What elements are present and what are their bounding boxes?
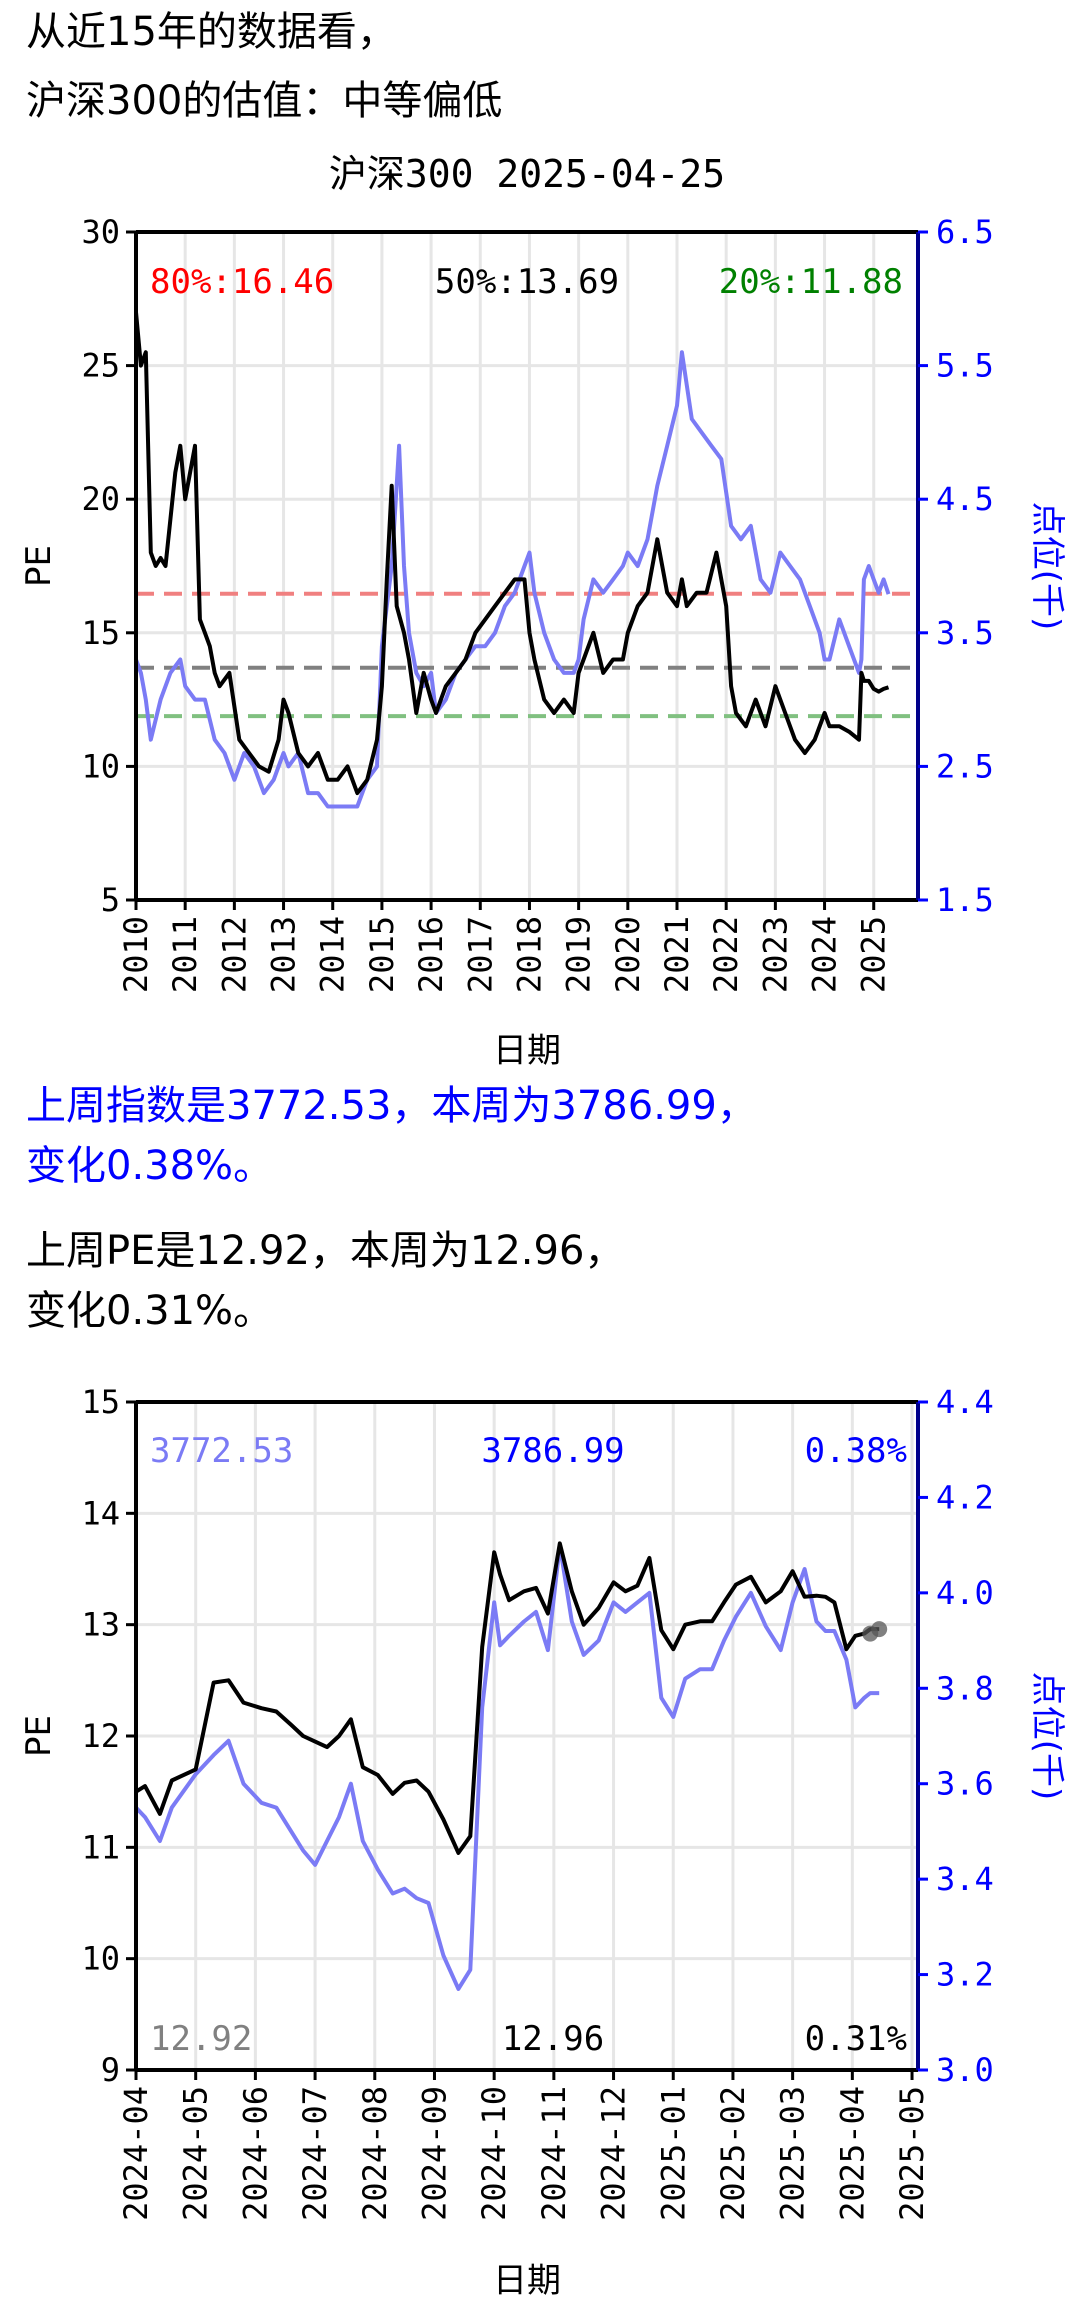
x-tick-label: 2021 <box>658 916 696 993</box>
x-tick-label: 2024-05 <box>177 2086 215 2221</box>
chart1-title: 沪深300 2025-04-25 <box>329 152 725 196</box>
y2-axis-label: 点位(千) <box>1027 1672 1067 1801</box>
y-tick-label: 13 <box>81 1606 120 1644</box>
y-tick-label: 25 <box>81 347 120 385</box>
y-tick-label: 11 <box>81 1828 120 1866</box>
y2-tick-label: 2.5 <box>936 747 994 785</box>
y2-tick-label: 4.0 <box>936 1574 994 1612</box>
annotation-pe-curr: 12.96 <box>502 2019 604 2059</box>
y-axis-label: PE <box>19 1715 59 1757</box>
index-summary-line-2: 变化0.38%。 <box>26 1143 274 1189</box>
y-tick-label: 9 <box>101 2051 120 2089</box>
header-line-2: 沪深300的估值：中等偏低 <box>26 78 503 124</box>
pe-summary-line-1: 上周PE是12.92，本周为12.96， <box>26 1228 625 1274</box>
y-tick-label: 5 <box>101 881 120 919</box>
x-tick-label: 2023 <box>756 916 794 993</box>
index-summary-line-1: 上周指数是3772.53，本周为3786.99， <box>26 1083 757 1129</box>
x-tick-label: 2020 <box>609 916 647 993</box>
annotation-index-prev: 3772.53 <box>150 1431 293 1471</box>
index-series-line <box>134 350 891 809</box>
y2-tick-label: 3.4 <box>936 1860 994 1898</box>
x-tick-label: 2012 <box>215 916 253 993</box>
pe-summary-line-2: 变化0.31%。 <box>26 1288 274 1334</box>
chart1-grid <box>134 230 918 902</box>
y2-tick-label: 1.5 <box>936 881 994 919</box>
y2-tick-label: 4.2 <box>936 1478 994 1516</box>
x-tick-label: 2024-06 <box>236 2086 274 2221</box>
y-tick-label: 14 <box>81 1494 120 1532</box>
y-tick-label: 12 <box>81 1717 120 1755</box>
x-tick-label: 2024-12 <box>595 2086 633 2221</box>
y-axis-label: PE <box>19 545 59 587</box>
y2-axis-label: 点位(千) <box>1027 502 1067 631</box>
x-tick-label: 2014 <box>314 916 352 993</box>
y-tick-label: 20 <box>81 480 120 518</box>
x-tick-label: 2024-10 <box>475 2086 513 2221</box>
y-tick-label: 30 <box>81 213 120 251</box>
y2-tick-label: 3.5 <box>936 614 994 652</box>
x-axis-label: 日期 <box>493 2261 561 2301</box>
annotation-p80: 80%:16.46 <box>150 262 334 302</box>
x-tick-label: 2019 <box>560 916 598 993</box>
header-line-1: 从近15年的数据看， <box>26 9 397 55</box>
y2-tick-label: 4.5 <box>936 480 994 518</box>
x-tick-label: 2015 <box>363 916 401 993</box>
y-tick-label: 15 <box>81 614 120 652</box>
pe-series-line <box>134 1541 880 1855</box>
x-tick-label: 2011 <box>166 916 204 993</box>
y2-tick-label: 3.6 <box>936 1765 994 1803</box>
x-tick-label: 2024 <box>806 916 844 993</box>
x-tick-label: 2016 <box>412 916 450 993</box>
pe-history-chart: 沪深300 2025-04-25 510152025301.52.53.54.5… <box>19 152 1067 1071</box>
pe-series-line <box>134 312 890 796</box>
pe-recent-chart: 9 10 11 12 13 14 15 3.0 3.2 3.4 3.6 3.8 4.0 4.2 4.4 202… <box>19 1383 1067 2301</box>
x-tick-label: 2013 <box>265 916 303 993</box>
annotation-index-change: 0.38% <box>805 1431 907 1471</box>
chart2-grid <box>134 1400 918 2072</box>
y-tick-label: 10 <box>81 1940 120 1978</box>
chart2-axes: 9 10 11 12 13 14 15 3.0 3.2 3.4 3.6 3.8 4.0 4.2 4.4 202… <box>19 1383 1067 2301</box>
x-tick-label: 2024-11 <box>535 2086 573 2221</box>
y-tick-label: 10 <box>81 747 120 785</box>
y2-tick-label: 3.8 <box>936 1669 994 1707</box>
y2-tick-label: 6.5 <box>936 213 994 251</box>
x-tick-label: 2018 <box>510 916 548 993</box>
x-tick-label: 2024-07 <box>296 2086 334 2221</box>
x-tick-label: 2024-04 <box>117 2086 155 2221</box>
x-tick-label: 2010 <box>117 916 155 993</box>
x-tick-label: 2025-04 <box>833 2086 871 2221</box>
x-tick-label: 2025-02 <box>714 2086 752 2221</box>
y-tick-label: 15 <box>81 1383 120 1421</box>
x-tick-label: 2025-01 <box>654 2086 692 2221</box>
highlight-point <box>871 1621 888 1638</box>
x-tick-label: 2017 <box>461 916 499 993</box>
x-tick-label: 2025-05 <box>893 2086 931 2221</box>
x-tick-label: 2025-03 <box>774 2086 812 2221</box>
x-axis-label: 日期 <box>493 1031 561 1071</box>
chart2-series <box>134 1541 888 1991</box>
x-tick-label: 2025 <box>855 916 893 993</box>
chart1-series <box>134 312 918 809</box>
index-series-line <box>134 1543 880 1991</box>
y2-tick-label: 5.5 <box>936 347 994 385</box>
x-tick-label: 2022 <box>707 916 745 993</box>
y2-tick-label: 4.4 <box>936 1383 994 1421</box>
annotation-pe-change: 0.31% <box>805 2019 907 2059</box>
x-tick-label: 2024-09 <box>415 2086 453 2221</box>
x-tick-label: 2024-08 <box>356 2086 394 2221</box>
y2-tick-label: 3.0 <box>936 2051 994 2089</box>
y2-tick-label: 3.2 <box>936 1956 994 1994</box>
annotation-index-curr: 3786.99 <box>481 1431 624 1471</box>
annotation-p20: 20%:11.88 <box>719 262 903 302</box>
annotation-pe-prev: 12.92 <box>150 2019 252 2059</box>
annotation-p50: 50%:13.69 <box>435 262 619 302</box>
